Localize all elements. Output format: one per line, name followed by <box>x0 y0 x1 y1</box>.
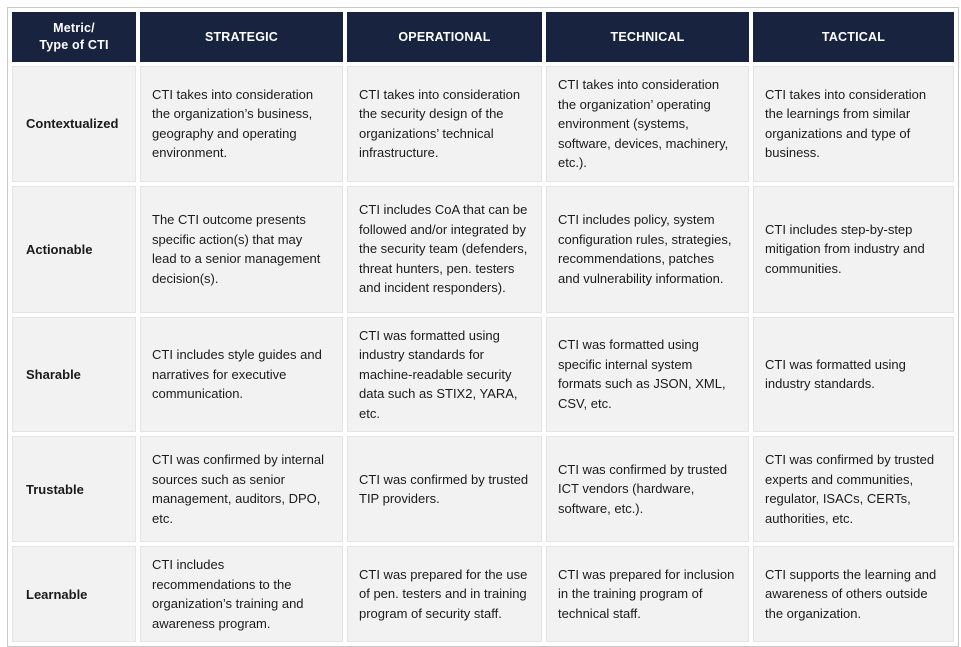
cell-learnable-operational: CTI was prepared for the use of pen. tes… <box>347 546 542 642</box>
metric-label-learnable: Learnable <box>12 546 136 642</box>
cti-metrics-table: Metric/ Type of CTI STRATEGIC OPERATIONA… <box>7 7 959 647</box>
cell-trustable-technical: CTI was confirmed by trusted ICT vendors… <box>546 436 749 542</box>
column-header-tactical: TACTICAL <box>753 12 954 62</box>
cell-actionable-operational: CTI includes CoA that can be followed an… <box>347 185 542 313</box>
cell-actionable-tactical: CTI includes step-by-step mitigation fro… <box>753 185 954 313</box>
cell-actionable-technical: CTI includes policy, system configuratio… <box>546 185 749 313</box>
cell-sharable-technical: CTI was formatted using specific interna… <box>546 316 749 432</box>
cell-contextualized-tactical: CTI takes into consideration the learnin… <box>753 66 954 182</box>
metric-label-contextualized: Contextualized <box>12 66 136 182</box>
cell-learnable-technical: CTI was prepared for inclusion in the tr… <box>546 546 749 642</box>
column-header-strategic: STRATEGIC <box>140 12 343 62</box>
cell-sharable-tactical: CTI was formatted using industry standar… <box>753 316 954 432</box>
cell-sharable-strategic: CTI includes style guides and narratives… <box>140 316 343 432</box>
table-row-sharable: Sharable CTI includes style guides and n… <box>12 316 954 432</box>
table-row-contextualized: Contextualized CTI takes into considerat… <box>12 66 954 182</box>
table-row-learnable: Learnable CTI includes recommendations t… <box>12 546 954 642</box>
cell-contextualized-operational: CTI takes into consideration the securit… <box>347 66 542 182</box>
cell-learnable-strategic: CTI includes recommendations to the orga… <box>140 546 343 642</box>
cell-learnable-tactical: CTI supports the learning and awareness … <box>753 546 954 642</box>
cell-sharable-operational: CTI was formatted using industry standar… <box>347 316 542 432</box>
metric-label-sharable: Sharable <box>12 316 136 432</box>
corner-header-metric-type: Metric/ Type of CTI <box>12 12 136 62</box>
table-row-trustable: Trustable CTI was confirmed by internal … <box>12 436 954 542</box>
metric-label-actionable: Actionable <box>12 185 136 313</box>
cell-contextualized-strategic: CTI takes into consideration the organiz… <box>140 66 343 182</box>
cell-contextualized-technical: CTI takes into consideration the organiz… <box>546 66 749 182</box>
header-row: Metric/ Type of CTI STRATEGIC OPERATIONA… <box>12 12 954 62</box>
cell-actionable-strategic: The CTI outcome presents specific action… <box>140 185 343 313</box>
cell-trustable-operational: CTI was confirmed by trusted TIP provide… <box>347 436 542 542</box>
metric-label-trustable: Trustable <box>12 436 136 542</box>
column-header-technical: TECHNICAL <box>546 12 749 62</box>
column-header-operational: OPERATIONAL <box>347 12 542 62</box>
cell-trustable-tactical: CTI was confirmed by trusted experts and… <box>753 436 954 542</box>
cell-trustable-strategic: CTI was confirmed by internal sources su… <box>140 436 343 542</box>
table-row-actionable: Actionable The CTI outcome presents spec… <box>12 185 954 313</box>
